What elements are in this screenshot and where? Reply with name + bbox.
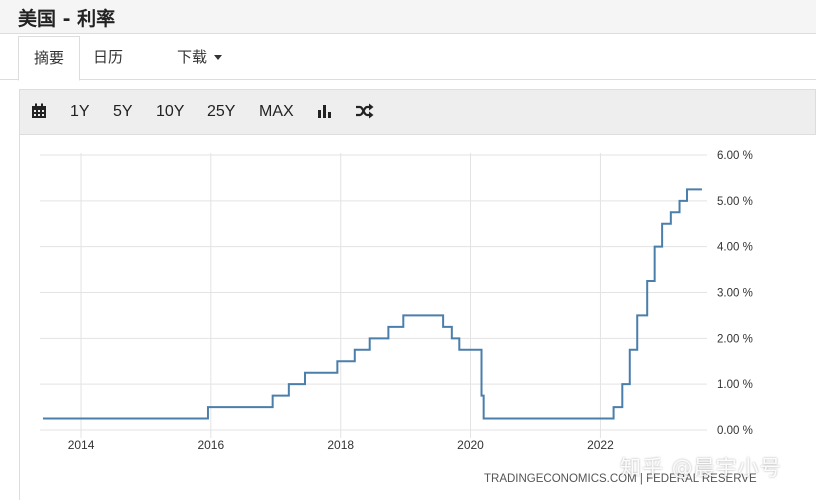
range-25y-button[interactable]: 25Y xyxy=(207,103,236,120)
tab-download-label: 下载 xyxy=(177,48,208,66)
chart-type-button[interactable] xyxy=(317,90,335,134)
y-tick-label: 2.00 % xyxy=(717,333,753,345)
watermark: 知乎 @晨宇小号 xyxy=(620,456,782,480)
calendar-button[interactable] xyxy=(31,90,49,134)
tabs-bar: 摘要 日历 下载 xyxy=(0,36,816,81)
x-tick-label: 2020 xyxy=(457,438,484,452)
source-credit: TRADINGECONOMICS.COM | FEDERAL RESERVE xyxy=(484,473,757,485)
x-axis-ticks xyxy=(80,153,601,438)
x-tick-label: 2014 xyxy=(68,438,95,452)
y-tick-label: 5.00 % xyxy=(717,196,753,208)
y-axis-labels: 0.00 % 1.00 % 2.00 % 3.00 % 4.00 % 5.00 % 6.00… xyxy=(717,150,753,437)
page-header: 美国 - 利率 xyxy=(0,0,816,34)
rate-chart[interactable]: 0.00 % 1.00 % 2.00 % 3.00 % 4.00 % 5.00 % 6.00… xyxy=(20,135,816,500)
page-title: 美国 - 利率 xyxy=(18,8,116,30)
y-tick-label: 1.00 % xyxy=(717,379,753,391)
tab-calendar[interactable]: 日历 xyxy=(93,48,124,66)
chart-area: 0.00 % 1.00 % 2.00 % 3.00 % 4.00 % 5.00 % 6.00… xyxy=(19,135,816,500)
compare-button[interactable] xyxy=(355,90,375,134)
x-tick-label: 2018 xyxy=(327,438,354,452)
tab-download[interactable]: 下载 xyxy=(177,36,223,80)
bar-chart-icon xyxy=(318,105,331,118)
caret-down-icon xyxy=(214,55,223,60)
range-max-button[interactable]: MAX xyxy=(259,103,294,120)
range-5y-button[interactable]: 5Y xyxy=(113,103,133,120)
y-tick-label: 0.00 % xyxy=(717,425,753,437)
tab-summary[interactable]: 摘要 xyxy=(18,36,81,81)
x-tick-label: 2022 xyxy=(587,438,614,452)
x-tick-label: 2016 xyxy=(197,438,224,452)
y-tick-label: 3.00 % xyxy=(717,288,753,300)
range-1y-button[interactable]: 1Y xyxy=(70,103,90,120)
y-tick-label: 4.00 % xyxy=(717,242,753,254)
series-layer xyxy=(43,188,702,420)
series-line[interactable] xyxy=(43,188,702,420)
range-10y-button[interactable]: 10Y xyxy=(156,103,185,120)
shuffle-icon xyxy=(356,103,374,119)
y-tick-label: 6.00 % xyxy=(717,150,753,162)
chart-toolbar: 1Y 5Y 10Y 25Y MAX xyxy=(19,89,816,135)
calendar-icon xyxy=(32,103,46,118)
grid-layer xyxy=(40,154,707,431)
x-axis-labels: 2014 2016 2018 2020 2022 xyxy=(68,438,614,452)
